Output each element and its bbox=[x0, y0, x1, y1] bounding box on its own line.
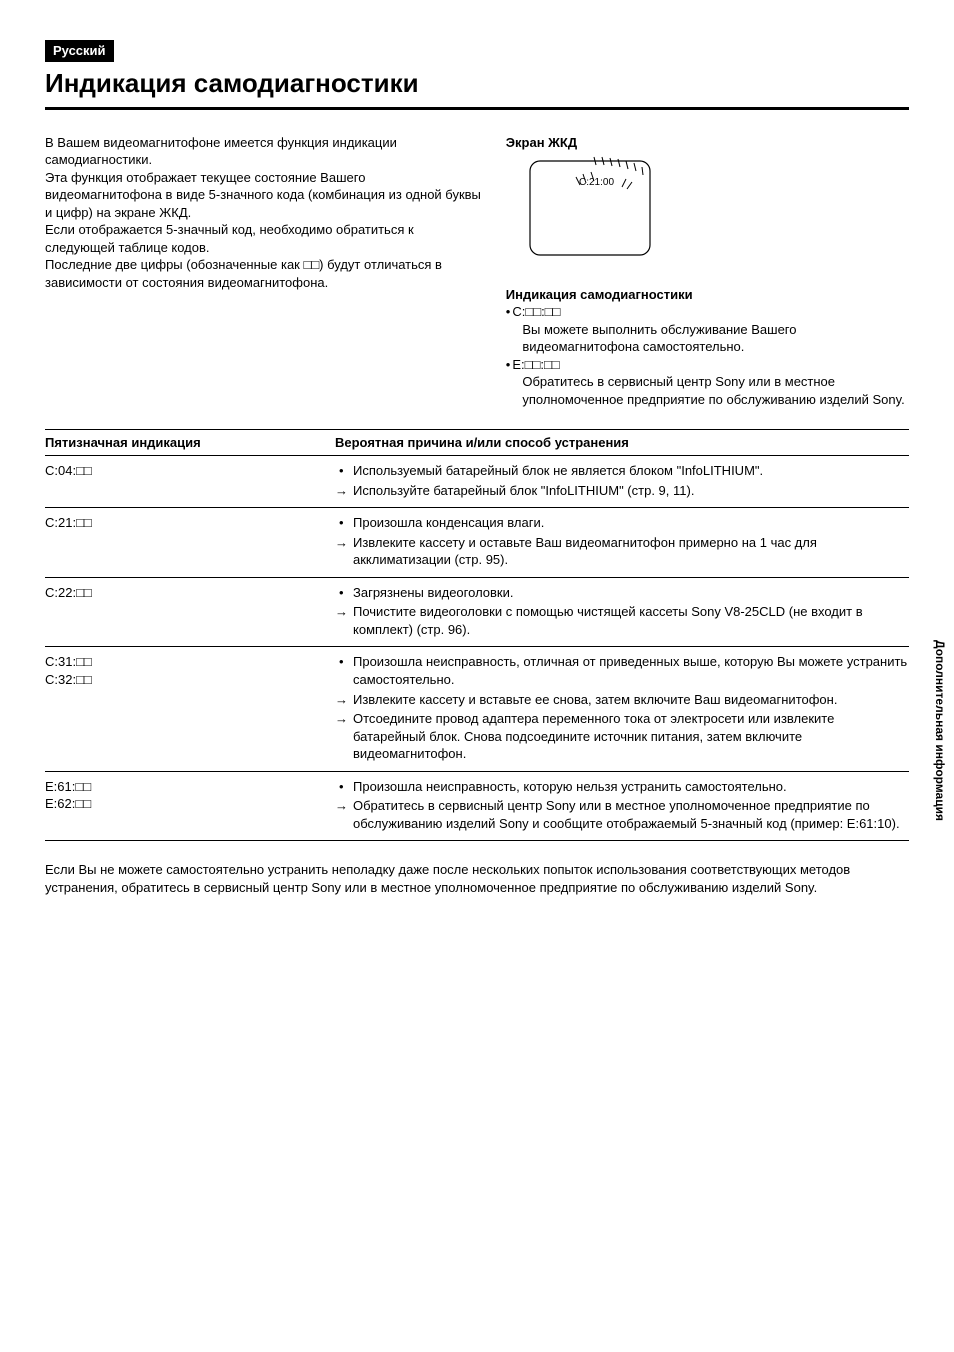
self-diag-code-list: •C:□□:□□Вы можете выполнить обслуживание… bbox=[506, 303, 909, 408]
table-row: C:31:□□C:32:□□Произошла неисправность, о… bbox=[45, 647, 909, 771]
intro-para-1: В Вашем видеомагнитофоне имеется функция… bbox=[45, 135, 397, 168]
cause-cell: Произошла конденсация влаги. Извлеките ка… bbox=[335, 508, 909, 578]
cause-cell: Загрязнены видеоголовки.Почистите видеог… bbox=[335, 577, 909, 647]
action-item: Почистите видеоголовки с помощью чистяще… bbox=[335, 603, 909, 638]
cause-item: Произошла неисправность, отличная от при… bbox=[335, 653, 909, 688]
side-section-label: Дополнительная информация bbox=[932, 640, 948, 821]
intro-para-4: Последние две цифры (обозначенные как □□… bbox=[45, 257, 442, 290]
table-row: E:61:□□E:62:□□Произошла неисправность, к… bbox=[45, 771, 909, 841]
lcd-label: Экран ЖКД bbox=[506, 134, 909, 152]
action-item: Отсоедините провод адаптера переменного … bbox=[335, 710, 909, 763]
intro-para-3: Если отображается 5-значный код, необход… bbox=[45, 222, 414, 255]
code-cell: C:31:□□C:32:□□ bbox=[45, 647, 335, 771]
cause-cell: Произошла неисправность, которую нельзя … bbox=[335, 771, 909, 841]
code-cell: C:22:□□ bbox=[45, 577, 335, 647]
table-header-cause: Вероятная причина и/или способ устранени… bbox=[335, 429, 909, 456]
title-rule bbox=[45, 107, 909, 110]
cause-item: Загрязнены видеоголовки. bbox=[335, 584, 909, 602]
self-diag-subtitle: Индикация самодиагностики bbox=[506, 286, 909, 304]
action-item: Извлеките кассету и оставьте Ваш видеома… bbox=[335, 534, 909, 569]
table-row: C:22:□□Загрязнены видеоголовки.Почистите… bbox=[45, 577, 909, 647]
diagnosis-table: Пятизначная индикация Вероятная причина … bbox=[45, 429, 909, 842]
cause-item: Произошла неисправность, которую нельзя … bbox=[335, 778, 909, 796]
table-row: C:04:□□Используемый батарейный блок не я… bbox=[45, 456, 909, 508]
diagnosis-table-body: C:04:□□Используемый батарейный блок не я… bbox=[45, 456, 909, 841]
cause-item: Произошла конденсация влаги. bbox=[335, 514, 909, 532]
lcd-screen-illustration: C:21:00 bbox=[524, 155, 664, 265]
footer-note: Если Вы не можете самостоятельно устрани… bbox=[45, 861, 909, 896]
intro-para-2: Эта функция отображает текущее состояние… bbox=[45, 170, 481, 220]
cause-item: Используемый батарейный блок не является… bbox=[335, 462, 909, 480]
action-item: Используйте батарейный блок "InfoLITHIUM… bbox=[335, 482, 909, 500]
code-explanation-item: •E:□□:□□Обратитесь в сервисный центр Son… bbox=[506, 356, 909, 409]
language-tag: Русский bbox=[45, 40, 114, 62]
table-header-code: Пятизначная индикация bbox=[45, 429, 335, 456]
code-cell: C:04:□□ bbox=[45, 456, 335, 508]
code-cell: E:61:□□E:62:□□ bbox=[45, 771, 335, 841]
code-explanation-item: •C:□□:□□Вы можете выполнить обслуживание… bbox=[506, 303, 909, 356]
action-item: Обратитесь в сервисный центр Sony или в … bbox=[335, 797, 909, 832]
action-item: Извлеките кассету и вставьте ее снова, з… bbox=[335, 691, 909, 709]
cause-cell: Произошла неисправность, отличная от при… bbox=[335, 647, 909, 771]
table-row: C:21:□□Произошла конденсация влаги. Извле… bbox=[45, 508, 909, 578]
intro-text-block: В Вашем видеомагнитофоне имеется функция… bbox=[45, 134, 506, 292]
cause-cell: Используемый батарейный блок не является… bbox=[335, 456, 909, 508]
code-cell: C:21:□□ bbox=[45, 508, 335, 578]
page-title: Индикация самодиагностики bbox=[45, 66, 909, 101]
